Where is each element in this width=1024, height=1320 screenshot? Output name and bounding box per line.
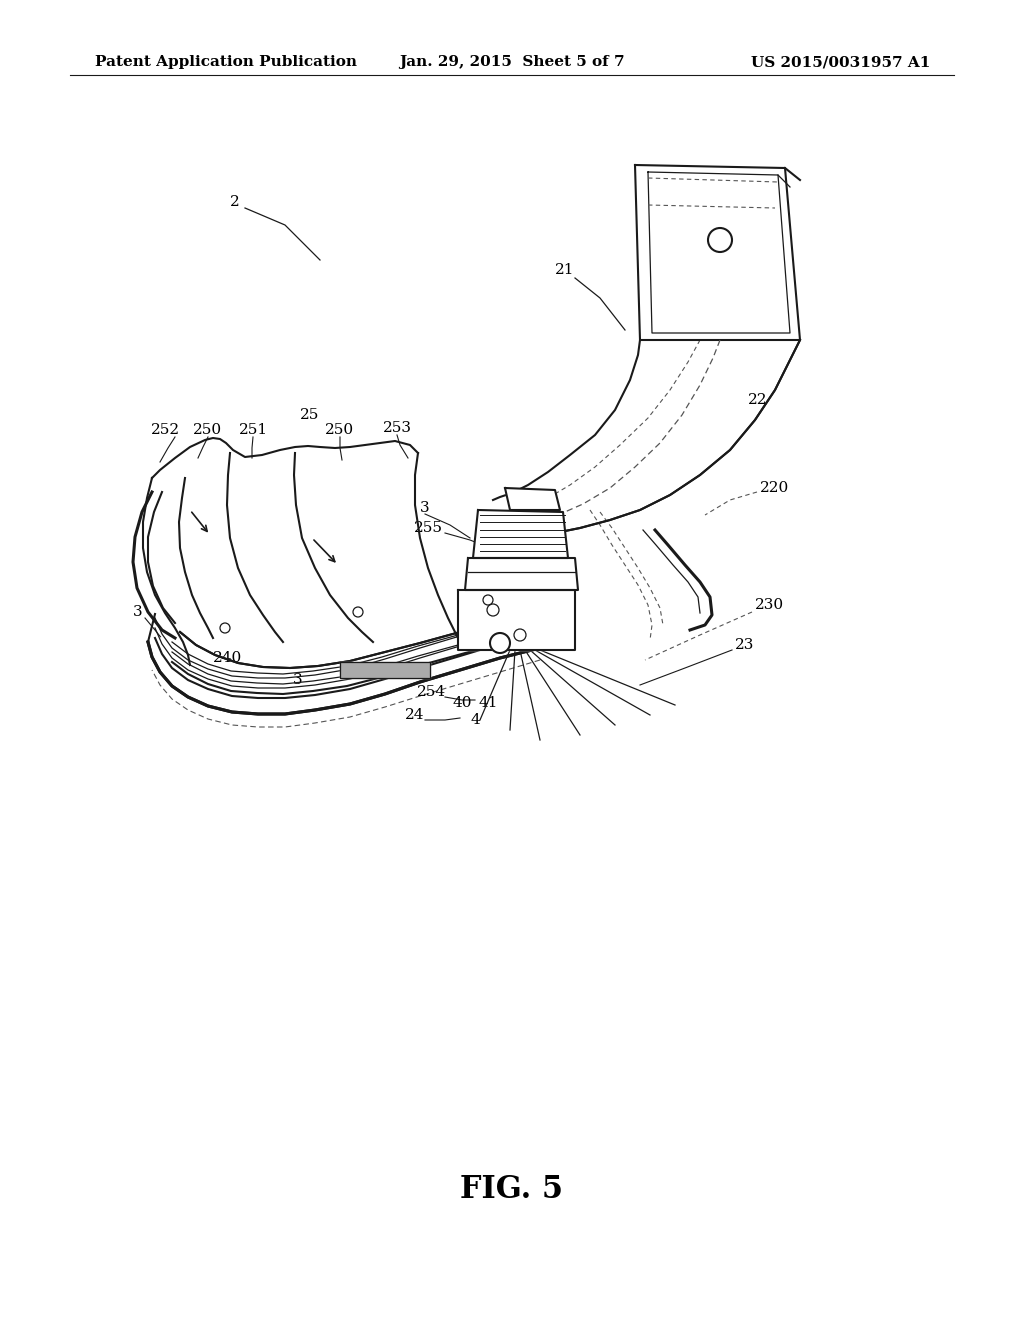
Text: US 2015/0031957 A1: US 2015/0031957 A1: [751, 55, 930, 69]
Text: 240: 240: [213, 651, 243, 665]
Text: 220: 220: [760, 480, 790, 495]
Text: 40: 40: [453, 696, 472, 710]
Polygon shape: [340, 663, 430, 678]
Text: Jan. 29, 2015  Sheet 5 of 7: Jan. 29, 2015 Sheet 5 of 7: [399, 55, 625, 69]
Polygon shape: [505, 488, 560, 510]
Text: 25: 25: [300, 408, 319, 422]
Text: 23: 23: [735, 638, 755, 652]
Text: 250: 250: [326, 422, 354, 437]
Circle shape: [487, 605, 499, 616]
Text: 230: 230: [755, 598, 784, 612]
Text: 253: 253: [383, 421, 412, 436]
Text: 252: 252: [151, 422, 179, 437]
Text: 250: 250: [194, 422, 222, 437]
Text: 3: 3: [293, 673, 303, 686]
Text: 3: 3: [420, 502, 430, 515]
Text: 24: 24: [406, 708, 425, 722]
Text: 21: 21: [555, 263, 574, 277]
Text: 251: 251: [239, 422, 267, 437]
Text: Patent Application Publication: Patent Application Publication: [95, 55, 357, 69]
Text: 255: 255: [414, 521, 443, 535]
Text: 41: 41: [478, 696, 498, 710]
Polygon shape: [493, 341, 800, 535]
Text: 22: 22: [748, 393, 768, 407]
Polygon shape: [458, 590, 575, 649]
Text: 3: 3: [133, 605, 143, 619]
Circle shape: [220, 623, 230, 634]
Circle shape: [514, 630, 526, 642]
Text: FIG. 5: FIG. 5: [461, 1175, 563, 1205]
Text: 2: 2: [230, 195, 240, 209]
Circle shape: [353, 607, 362, 616]
Polygon shape: [465, 558, 578, 590]
Circle shape: [708, 228, 732, 252]
Polygon shape: [635, 165, 800, 341]
Text: 4: 4: [470, 713, 480, 727]
Text: 254: 254: [418, 685, 446, 700]
Polygon shape: [148, 614, 540, 714]
Circle shape: [483, 595, 493, 605]
Polygon shape: [473, 510, 568, 558]
Circle shape: [490, 634, 510, 653]
